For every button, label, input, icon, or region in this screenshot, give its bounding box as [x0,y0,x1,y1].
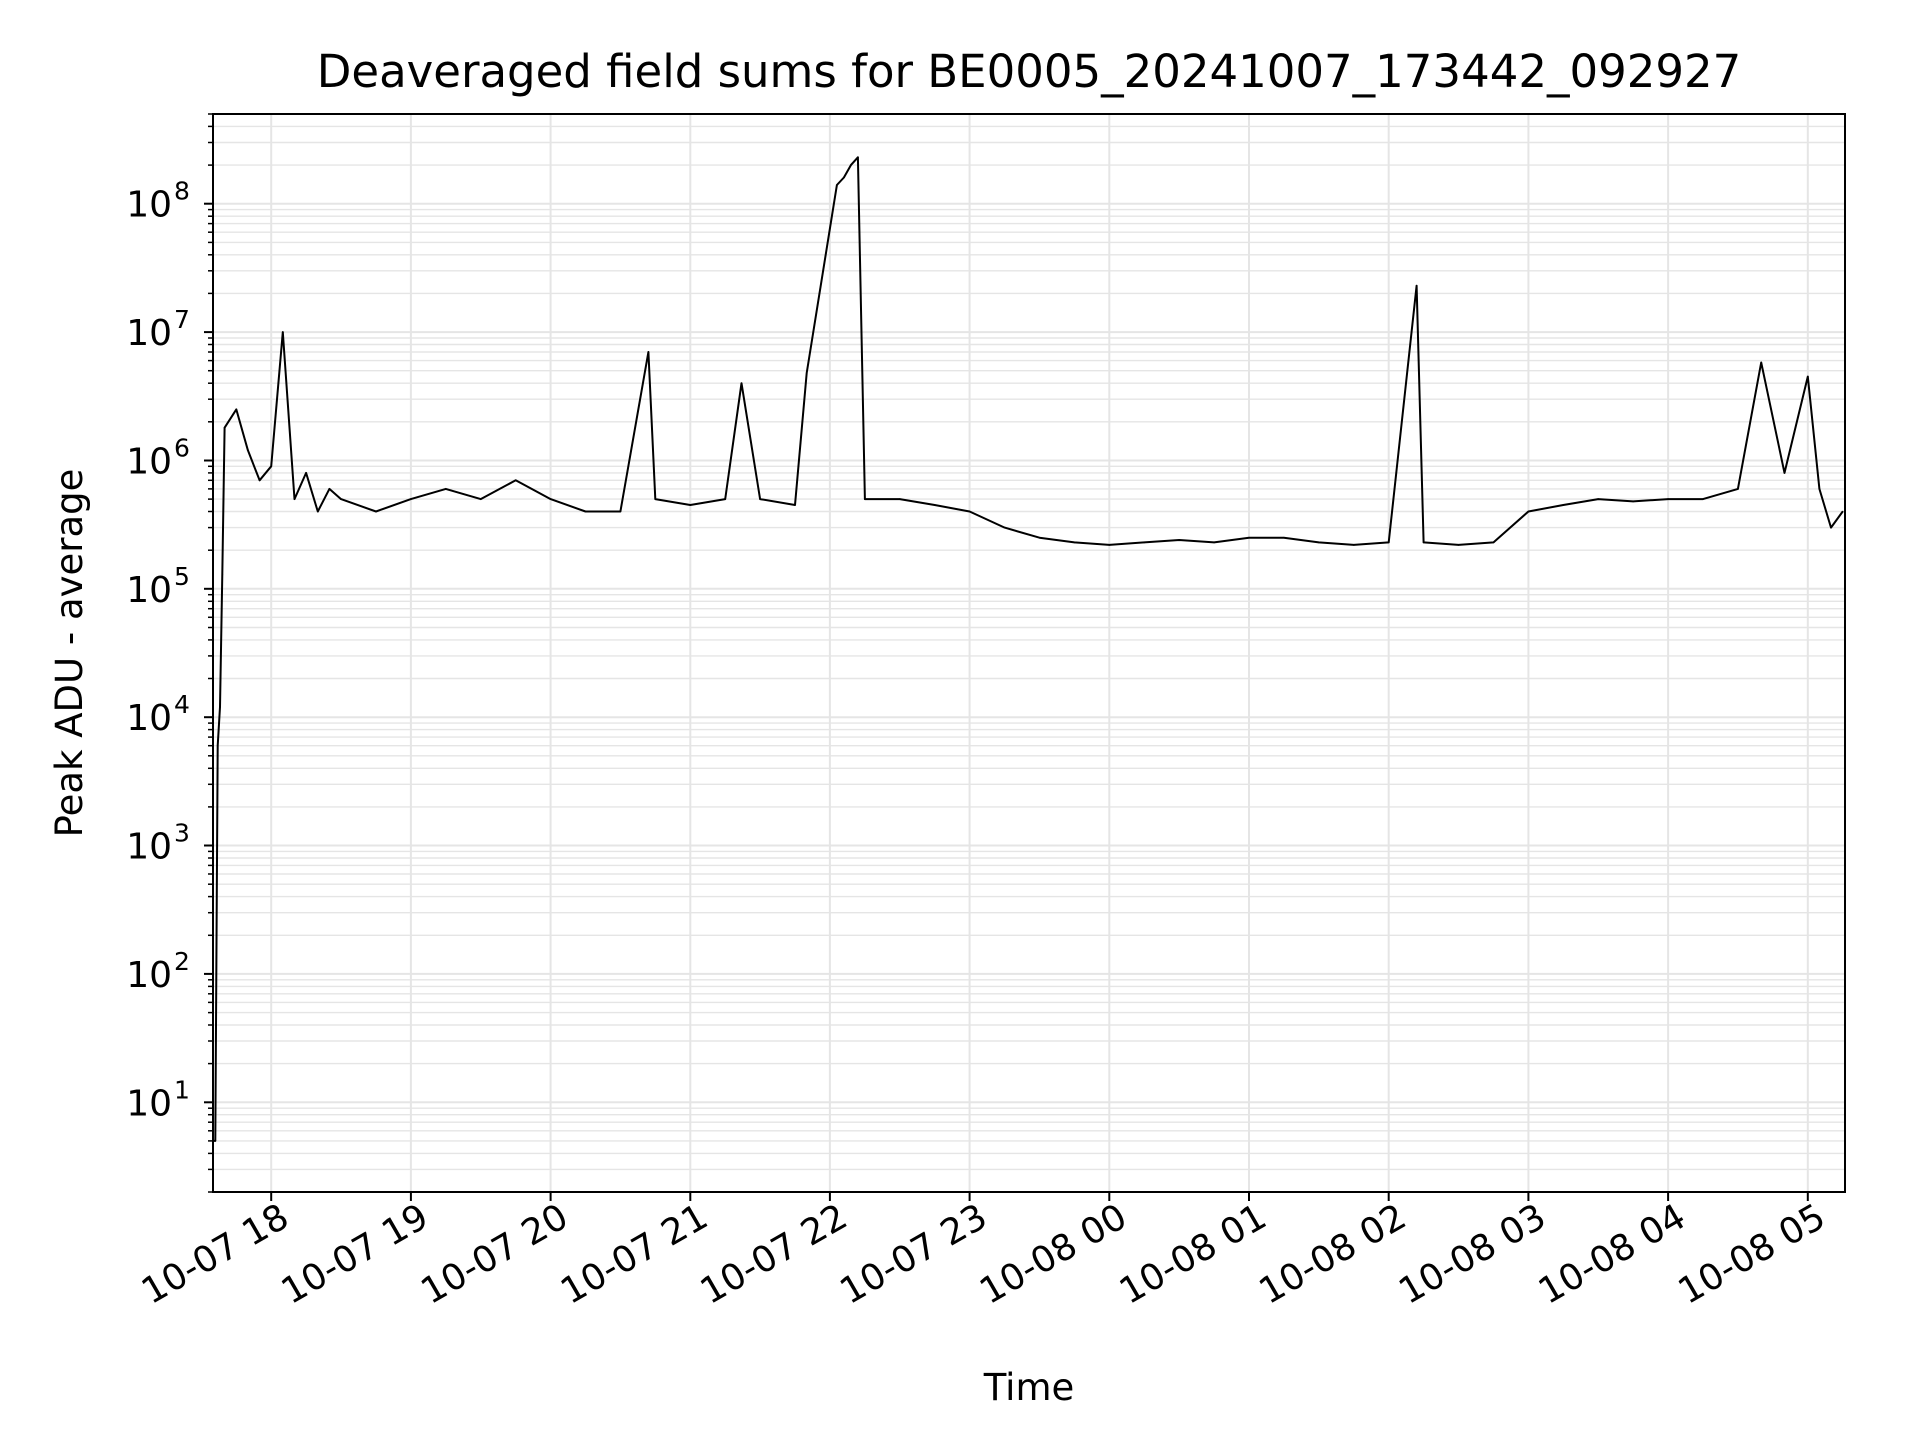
y-tick-exponent: 6 [174,434,190,463]
data-point [282,331,284,333]
series-group [212,156,1844,1142]
data-point [549,498,552,500]
y-tick-exponent: 8 [174,177,190,206]
data-point [689,504,692,506]
data-point [740,382,743,385]
data-point [1830,526,1832,529]
data-point [1143,541,1145,544]
y-tick-exponent: 7 [174,305,190,334]
data-point [317,510,319,513]
data-point [836,184,838,186]
data-point [843,176,845,179]
data-point [1073,541,1076,544]
data-point [223,426,226,429]
y-tick-label: 10 [126,185,172,226]
data-point [1178,539,1180,541]
data-point [1760,361,1762,364]
y-tick-label: 10 [126,313,172,354]
data-point [1283,536,1285,539]
data-point [1737,488,1739,490]
data-point [219,706,221,708]
data-point [410,498,412,500]
data-point [221,573,224,575]
y-tick-exponent: 2 [174,947,190,976]
data-point [1527,510,1530,513]
data-point [340,498,342,500]
data-point [1492,541,1495,544]
data-point [1702,498,1704,500]
data-point [1038,536,1041,539]
data-point [647,351,650,353]
data-point [1387,541,1390,544]
data-point [1667,498,1669,500]
data-point [1783,472,1786,474]
data-point [479,498,482,500]
data-point [1422,541,1425,544]
y-tick-exponent: 1 [174,1075,190,1104]
data-point [724,498,726,500]
y-tick-label: 10 [126,698,172,739]
data-point [654,498,657,500]
y-tick-label: 10 [126,827,172,868]
data-point [375,510,377,513]
data-point [1632,500,1634,503]
y-tick-label: 10 [126,955,172,996]
data-point [514,479,517,482]
data-point [1248,536,1250,539]
data-point [214,1140,217,1142]
plot-frame [212,113,1846,1193]
data-point [258,479,261,482]
data-point [619,510,622,513]
y-tick-label: 10 [126,1083,172,1124]
y-tick-label: 10 [126,570,172,611]
data-point [1108,544,1111,546]
data-point [445,488,447,490]
data-point [805,372,808,374]
y-tick-exponent: 5 [174,562,190,591]
data-point [759,498,761,500]
data-point [794,504,796,506]
data-point [328,488,331,490]
y-axis-label: Peak ADU - average [48,469,91,838]
data-point [899,498,901,500]
data-point [1353,544,1355,546]
data-point [1841,510,1844,513]
data-point [235,408,238,411]
data-point [247,449,249,452]
data-point [1003,526,1006,529]
y-tick-exponent: 3 [174,819,190,848]
data-point [305,472,307,474]
chart-title: Deaveraged field sums for BE0005_2024100… [317,45,1742,98]
major-gridlines [213,114,1845,1192]
data-point [1807,375,1809,378]
data-point [1818,488,1821,490]
data-point [1213,541,1215,544]
data-point [584,510,587,513]
data-point [857,156,859,159]
data-point [216,744,219,747]
x-axis-label: Time [983,1366,1075,1409]
data-point [293,498,296,500]
data-point [1415,284,1418,287]
data-point [1318,541,1320,544]
data-point [968,510,971,513]
data-point [850,164,852,166]
y-tick-exponent: 4 [174,690,190,719]
data-point [1562,504,1565,506]
data-point [1597,498,1599,500]
data-point [1457,544,1460,546]
y-tick-label: 10 [126,442,172,483]
minor-gridlines [213,113,1845,1193]
data-point [933,504,936,506]
data-point [270,465,273,468]
data-point [864,498,866,500]
